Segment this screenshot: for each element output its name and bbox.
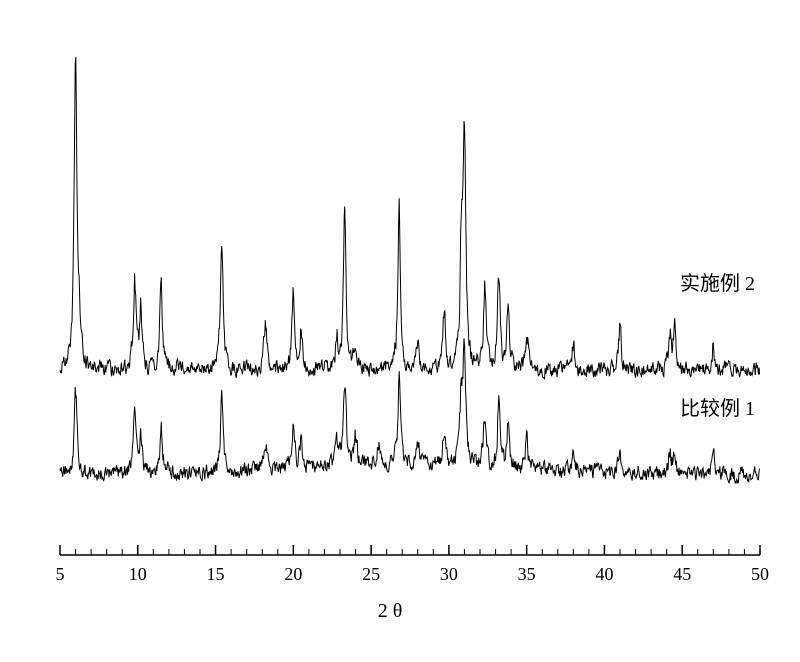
x-tick-label: 20 (284, 564, 302, 584)
x-tick-label: 40 (595, 564, 613, 584)
x-tick-label: 50 (751, 564, 769, 584)
spectrum-1 (60, 338, 760, 483)
x-axis-label: 2 θ (378, 600, 403, 622)
x-tick-label: 35 (518, 564, 536, 584)
chart-svg: 实施例 2 比较例 1 5 10 15 20 25 30 35 40 45 50 2 θ (0, 0, 800, 662)
x-tick-label: 15 (207, 564, 225, 584)
xrd-chart: 实施例 2 比较例 1 5 10 15 20 25 30 35 40 45 50 2 θ (0, 0, 800, 662)
x-tick-label: 5 (56, 564, 65, 584)
x-tick-label: 10 (129, 564, 147, 584)
x-tick-label: 45 (673, 564, 691, 584)
series-label-1: 比较例 1 (680, 397, 755, 420)
spectrum-0 (60, 57, 760, 379)
x-tick-label: 30 (440, 564, 458, 584)
series-label-0: 实施例 2 (680, 272, 755, 295)
x-tick-label: 25 (362, 564, 380, 584)
